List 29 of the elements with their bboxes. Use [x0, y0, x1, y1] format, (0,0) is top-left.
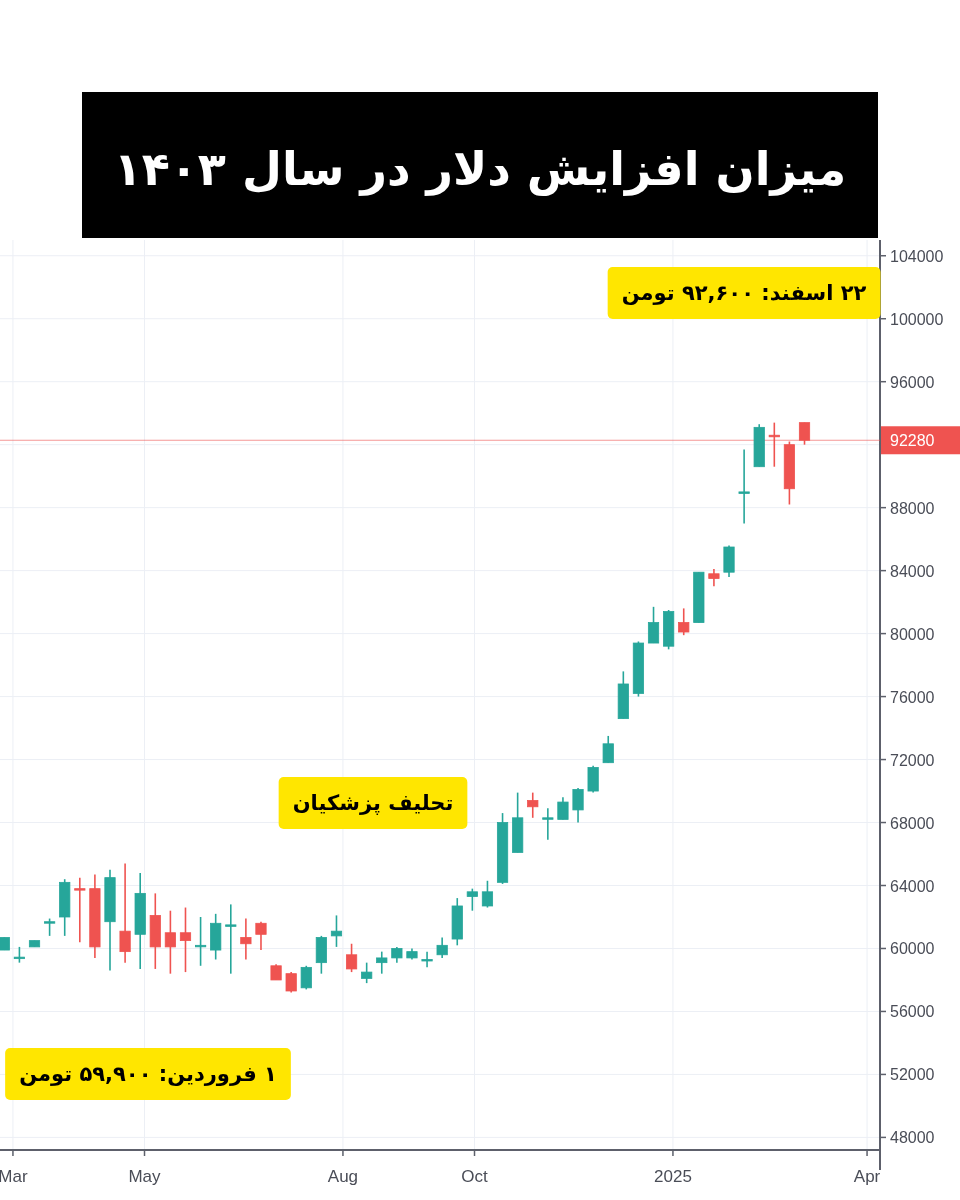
y-tick-label: 80000	[890, 625, 935, 643]
y-tick-label: 60000	[890, 940, 935, 958]
y-tick-label: 56000	[890, 1003, 935, 1021]
annotation: تحلیف پزشکیان	[278, 777, 468, 829]
y-tick-label: 52000	[890, 1066, 935, 1084]
chart-title: میزان افزایش دلار در سال ۱۴۰۳	[113, 142, 847, 196]
x-tick-label: Mar	[0, 1167, 28, 1186]
annotation: ۲۲ اسفند: ۹۲,۶۰۰ تومن	[621, 281, 867, 305]
x-tick-label: 2025	[654, 1167, 692, 1186]
y-tick-label: 76000	[890, 688, 935, 706]
x-tick-label: Apr	[853, 1167, 881, 1186]
annotation: ۱ فروردین: ۵۹,۹۰۰ تومن	[19, 1062, 277, 1086]
x-tick-label: Oct	[461, 1167, 489, 1186]
annotation: تحلیف پزشکیان	[292, 791, 454, 815]
annotation: ۱ فروردین: ۵۹,۹۰۰ تومن	[5, 1048, 291, 1100]
ref-line-label: 92280	[890, 432, 935, 450]
y-tick-label: 104000	[890, 247, 944, 265]
y-tick-label: 48000	[890, 1129, 935, 1147]
y-tick-label: 64000	[890, 877, 935, 895]
x-tick-label: Aug	[327, 1167, 359, 1186]
y-tick-label: 68000	[890, 814, 935, 832]
x-tick-label: May	[128, 1167, 162, 1186]
y-tick-label: 96000	[890, 373, 935, 391]
annotation: ۲۲ اسفند: ۹۲,۶۰۰ تومن	[607, 267, 881, 319]
y-tick-label: 88000	[890, 499, 935, 517]
title: میزان افزایش دلار در سال ۱۴۰۳	[82, 92, 878, 238]
y-tick-label: 100000	[890, 310, 944, 328]
y-tick-label: 84000	[890, 562, 935, 580]
y-tick-label: 72000	[890, 751, 935, 769]
